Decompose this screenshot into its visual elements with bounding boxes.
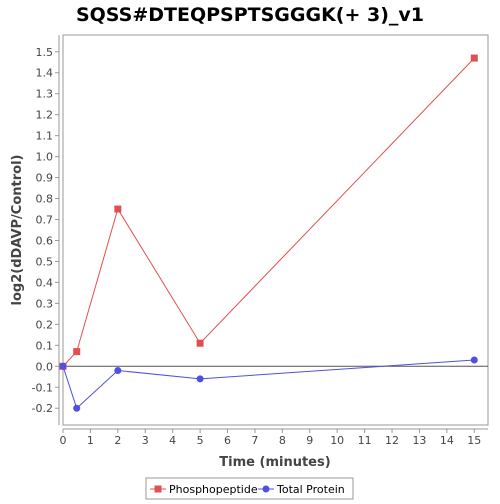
y-tick-label: 1.4 xyxy=(36,67,54,80)
y-tick-label: 1.0 xyxy=(36,151,54,164)
series-layer xyxy=(59,54,478,412)
data-point-phosphopeptide xyxy=(470,54,478,62)
legend-items: Phosphopeptide Total Protein xyxy=(150,483,345,496)
legend-label-phosphopeptide: Phosphopeptide xyxy=(169,483,258,496)
chart-title: SQSS#DTEQPSPTSGGGK(+ 3)_v1 xyxy=(76,4,424,26)
y-tick-label: 0.4 xyxy=(36,276,54,289)
x-tick-label: 1 xyxy=(87,434,94,447)
y-axis-label: log2(dDAVP/Control) xyxy=(10,155,25,306)
y-tick-label: 0.8 xyxy=(36,193,54,206)
data-point-phosphopeptide xyxy=(73,348,81,356)
y-tick-label: 1.3 xyxy=(36,88,54,101)
y-tick-label: 0.0 xyxy=(36,360,54,373)
legend-marker-total-protein xyxy=(262,485,270,493)
y-tick-label: 1.5 xyxy=(36,46,54,59)
data-point-phosphopeptide xyxy=(114,205,122,213)
y-tick-label: 0.3 xyxy=(36,297,54,310)
y-tick-label: 0.7 xyxy=(36,214,54,227)
x-tick-label: 14 xyxy=(440,434,454,447)
data-point-total-protein xyxy=(114,366,122,374)
x-tick-label: 6 xyxy=(224,434,231,447)
x-tick-label: 0 xyxy=(60,434,67,447)
x-tick-label: 8 xyxy=(279,434,286,447)
y-tick-label: 0.1 xyxy=(36,339,54,352)
x-tick-label: 7 xyxy=(251,434,258,447)
x-tick-label: 15 xyxy=(467,434,481,447)
data-point-total-protein xyxy=(196,375,204,383)
data-point-total-protein xyxy=(59,362,67,370)
x-tick-label: 10 xyxy=(330,434,344,447)
y-tick-label: -0.2 xyxy=(32,402,53,415)
y-tick-label: 1.2 xyxy=(36,109,54,122)
x-tick-label: 5 xyxy=(197,434,204,447)
y-tick-label: 0.9 xyxy=(36,172,54,185)
y-tick-label: 0.6 xyxy=(36,234,54,247)
plot-area xyxy=(62,34,489,426)
y-tick-label: 1.1 xyxy=(36,130,54,143)
legend-marker-phosphopeptide xyxy=(154,485,162,493)
legend xyxy=(145,477,354,500)
x-axis-label: Time (minutes) xyxy=(219,455,330,470)
x-tick-label: 3 xyxy=(142,434,149,447)
data-point-phosphopeptide xyxy=(196,339,204,347)
data-point-total-protein xyxy=(470,356,478,364)
x-tick-label: 11 xyxy=(358,434,372,447)
x-tick-label: 2 xyxy=(114,434,121,447)
y-tick-label: -0.1 xyxy=(32,381,53,394)
data-point-total-protein xyxy=(73,404,81,412)
x-tick-label: 9 xyxy=(306,434,313,447)
y-tick-label: 0.5 xyxy=(36,255,54,268)
legend-label-total-protein: Total Protein xyxy=(276,483,345,496)
axis-layer: 0 1 2 3 4 5 6 7 8 9 10 11 12 13 14 15-0.2-0.10.00.10.20… xyxy=(32,35,488,447)
x-tick-label: 13 xyxy=(412,434,426,447)
y-tick-label: 0.2 xyxy=(36,318,54,331)
x-tick-label: 4 xyxy=(169,434,176,447)
x-tick-label: 12 xyxy=(385,434,399,447)
